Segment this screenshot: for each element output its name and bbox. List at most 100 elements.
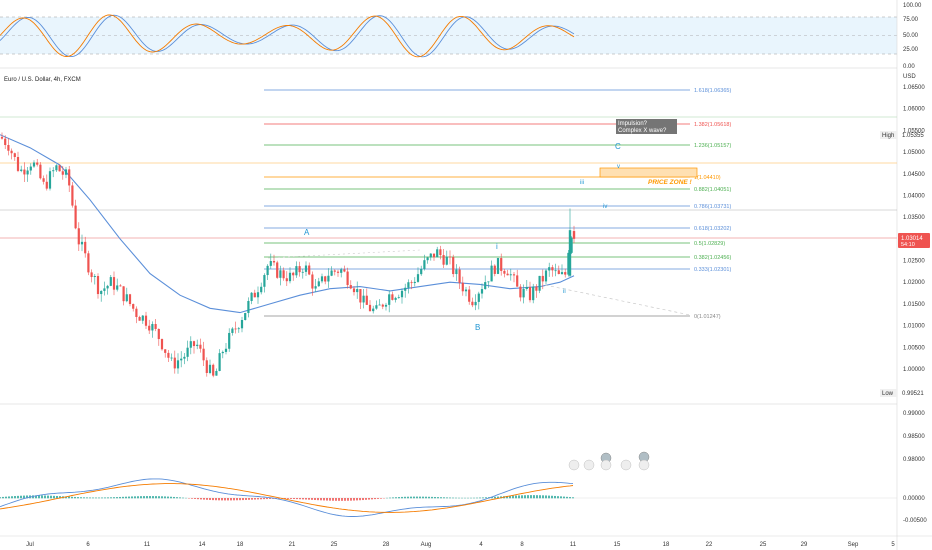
- candle-body: [429, 253, 432, 258]
- lower-tick-label: 0.99000: [903, 411, 925, 417]
- macd-tick-label: 0.00000: [903, 496, 925, 502]
- candle-body: [215, 370, 218, 376]
- flag-icon[interactable]: [583, 459, 595, 471]
- candle-body: [295, 266, 298, 276]
- flag-icon[interactable]: [568, 459, 580, 471]
- price-axis[interactable]: 1.06500 1.06000 1.05500 1.05000 1.04500 1.040…: [903, 85, 925, 373]
- macd-bar: [344, 498, 346, 501]
- macd-bar: [566, 496, 568, 499]
- macd-bar: [335, 498, 337, 501]
- macd-bar: [512, 495, 514, 499]
- fib-level-label: 0(1.01247): [694, 314, 721, 320]
- candle-body: [4, 138, 7, 146]
- candle-body: [477, 293, 480, 302]
- candle-body: [170, 357, 173, 359]
- macd-bar: [206, 498, 208, 500]
- macd-bar: [8, 496, 10, 499]
- candle-body: [512, 274, 516, 276]
- candle-body: [346, 271, 349, 286]
- candle-body: [394, 297, 397, 300]
- candle-body: [570, 237, 573, 253]
- macd-bar: [449, 497, 451, 499]
- time-tick-label: 15: [614, 542, 621, 548]
- flag-icon[interactable]: [638, 459, 650, 471]
- macd-bar: [317, 498, 319, 501]
- macd-bar: [17, 495, 19, 499]
- macd-bar: [362, 498, 364, 501]
- candle-body: [180, 358, 183, 361]
- price-zone-box[interactable]: [599, 167, 698, 178]
- macd-bar: [443, 497, 445, 499]
- macd-bar: [428, 496, 430, 499]
- candle-body: [186, 347, 189, 357]
- candle-body: [228, 332, 231, 349]
- candle-body: [26, 170, 29, 175]
- impulsion-note-box[interactable]: [616, 119, 677, 134]
- economic-events[interactable]: [568, 451, 650, 471]
- macd-bar: [395, 497, 397, 499]
- macd-bar: [497, 496, 499, 499]
- candle-body: [314, 286, 317, 289]
- low-label-box: [880, 389, 897, 397]
- candle-body: [240, 320, 244, 329]
- fib-level-label: 0.5(1.02829): [694, 241, 725, 247]
- macd-bar: [65, 496, 67, 499]
- candle-body: [448, 256, 452, 258]
- candle-body: [183, 356, 186, 359]
- candle-body: [285, 278, 288, 282]
- macd-bar: [35, 495, 37, 499]
- time-axis[interactable]: Jul 6 11 14 18 21 25 28 Aug 4 8 11 15 18 22 25 29 Sep 5: [26, 542, 895, 548]
- macd-bar: [287, 498, 289, 499]
- candle-body: [416, 274, 420, 282]
- price-zone-label: PRICE ZONE !: [648, 179, 693, 186]
- macd-bar: [551, 495, 553, 499]
- candle-body: [455, 269, 458, 275]
- macd-bar: [326, 498, 328, 501]
- macd-bar: [194, 498, 196, 499]
- candle-body: [535, 286, 538, 291]
- candle-body: [413, 281, 416, 284]
- candle-body: [324, 276, 327, 282]
- candle-body: [400, 290, 404, 298]
- flag-icon[interactable]: [600, 459, 612, 471]
- candle-body: [496, 258, 500, 274]
- fib-retracement[interactable]: 1.618(1.06365) 1.382(1.05618) 1.236(1.0515…: [264, 88, 731, 320]
- candle-body: [269, 261, 272, 266]
- candlesticks: [0, 132, 576, 378]
- macd-bar: [266, 498, 268, 500]
- macd-bar: [116, 497, 118, 499]
- time-tick-label: 28: [383, 542, 390, 548]
- macd-bar: [197, 498, 199, 500]
- price-tick-label: 1.05500: [903, 128, 925, 134]
- candle-body: [189, 341, 192, 348]
- macd-bar: [5, 496, 7, 499]
- macd-bar: [521, 495, 523, 499]
- macd-bar: [374, 498, 376, 500]
- macd-bar: [152, 496, 154, 499]
- rsi-tick-label: 50.00: [903, 33, 919, 39]
- macd-bar: [83, 497, 85, 499]
- candle-body: [356, 289, 359, 293]
- macd-bar: [410, 496, 412, 499]
- price-tick-label: 1.06000: [903, 107, 925, 113]
- macd-bar: [23, 495, 25, 499]
- macd-bar: [353, 498, 355, 501]
- flag-icon[interactable]: [620, 459, 632, 471]
- candle-body: [212, 364, 215, 376]
- macd-bar: [191, 498, 193, 499]
- macd-bar: [560, 496, 562, 499]
- candle-body: [71, 185, 74, 206]
- macd-bar: [401, 496, 403, 499]
- macd-bar: [509, 495, 511, 499]
- wave-label-ii: ii: [563, 289, 566, 295]
- macd-bar: [149, 496, 151, 499]
- candle-body: [116, 285, 119, 290]
- high-value: 1.05355: [902, 133, 924, 139]
- macd-bar: [419, 496, 421, 499]
- macd-bar: [89, 497, 91, 499]
- candle-body: [218, 353, 221, 371]
- macd-bar: [215, 498, 217, 501]
- macd-bar: [377, 498, 379, 499]
- candle-body: [106, 285, 109, 289]
